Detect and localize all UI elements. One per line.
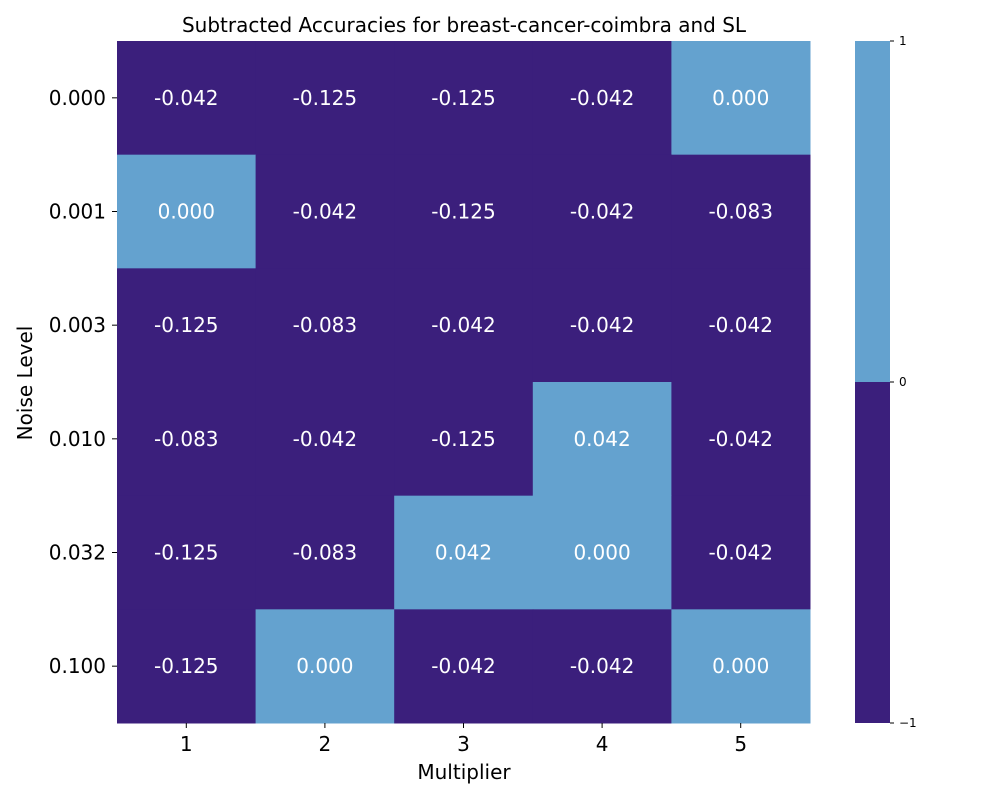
- y-tick-label: 0.003: [49, 313, 106, 337]
- heatmap-cell: [671, 382, 811, 497]
- y-tick-label: 0.001: [49, 200, 106, 224]
- heatmap-cell: [255, 609, 395, 724]
- x-tick-labels: 1 2 3 4 5: [180, 723, 747, 756]
- cell-value-label: 0.000: [296, 654, 353, 678]
- y-tick-labels: 0.000 0.001 0.003 0.010 0.032 0.100: [49, 86, 117, 678]
- colorbar-tick-label: 0: [899, 375, 907, 389]
- cell-value-label: -0.125: [431, 86, 495, 110]
- heatmap-cell: [532, 382, 672, 497]
- x-tick-label: 1: [180, 732, 193, 756]
- cell-value-label: 0.042: [573, 427, 630, 451]
- cell-value-label: 0.000: [573, 541, 630, 565]
- colorbar-segment-nonnegative: [855, 41, 890, 382]
- heatmap-cell: [394, 495, 534, 610]
- heatmap-cell: [255, 495, 395, 610]
- heatmap-cell: [532, 154, 672, 269]
- cell-value-label: -0.042: [708, 313, 772, 337]
- cell-value-label: -0.125: [293, 86, 357, 110]
- cell-value-label: 0.000: [712, 654, 769, 678]
- cell-value-label: -0.125: [154, 313, 218, 337]
- y-tick-label: 0.100: [49, 654, 106, 678]
- heatmap-cell: [671, 268, 811, 383]
- heatmap-cell: [255, 268, 395, 383]
- x-axis-label: Multiplier: [417, 760, 511, 784]
- heatmap-cell: [255, 154, 395, 269]
- heatmap-cell: [117, 41, 257, 156]
- heatmap-cell: [117, 154, 257, 269]
- cell-value-label: -0.042: [708, 541, 772, 565]
- cell-value-label: -0.083: [293, 541, 357, 565]
- cell-value-label: -0.042: [431, 313, 495, 337]
- x-tick-label: 2: [319, 732, 332, 756]
- heatmap-cell: [255, 382, 395, 497]
- cell-value-label: -0.042: [570, 86, 634, 110]
- heatmap-cell: [671, 495, 811, 610]
- heatmap-cell: [532, 268, 672, 383]
- x-tick-label: 4: [596, 732, 609, 756]
- cell-value-label: -0.042: [154, 86, 218, 110]
- chart-title: Subtracted Accuracies for breast-cancer-…: [182, 13, 747, 37]
- cell-value-label: -0.125: [431, 200, 495, 224]
- heatmap-cell: [394, 41, 534, 156]
- colorbar-tick-label: −1: [899, 716, 917, 730]
- heatmap-cell: [532, 495, 672, 610]
- heatmap-cell: [532, 609, 672, 724]
- y-tick-label: 0.000: [49, 86, 106, 110]
- cell-value-label: -0.083: [154, 427, 218, 451]
- heatmap-cell: [255, 41, 395, 156]
- cell-value-label: -0.042: [570, 200, 634, 224]
- y-tick-label: 0.032: [49, 541, 106, 565]
- cell-value-label: 0.000: [158, 200, 215, 224]
- cell-value-label: -0.042: [570, 654, 634, 678]
- heatmap-cell: [532, 41, 672, 156]
- heatmap-cell: [117, 268, 257, 383]
- heatmap-cell: [671, 41, 811, 156]
- cell-value-label: -0.125: [431, 427, 495, 451]
- cell-value-label: -0.125: [154, 654, 218, 678]
- heatmap-cell: [394, 609, 534, 724]
- colorbar-tick-label: 1: [899, 34, 907, 48]
- cell-value-label: -0.083: [708, 200, 772, 224]
- heatmap-cell: [671, 154, 811, 269]
- heatmap-cell: [117, 609, 257, 724]
- cell-value-label: 0.000: [712, 86, 769, 110]
- heatmap-cell: [394, 382, 534, 497]
- x-tick-label: 3: [457, 732, 470, 756]
- colorbar-segment-negative: [855, 382, 890, 723]
- y-axis-label: Noise Level: [13, 326, 37, 441]
- heatmap-cell: [394, 268, 534, 383]
- cell-value-label: -0.042: [708, 427, 772, 451]
- cell-value-label: -0.042: [293, 427, 357, 451]
- colorbar: 1 0 −1: [855, 34, 917, 730]
- heatmap-cell: [394, 154, 534, 269]
- cell-value-label: -0.125: [154, 541, 218, 565]
- heatmap-cell: [671, 609, 811, 724]
- cell-value-label: 0.042: [435, 541, 492, 565]
- x-tick-label: 5: [734, 732, 747, 756]
- cell-value-label: -0.042: [293, 200, 357, 224]
- cell-value-label: -0.042: [431, 654, 495, 678]
- y-tick-label: 0.010: [49, 427, 106, 451]
- cell-value-label: -0.083: [293, 313, 357, 337]
- heatmap-cells: -0.042 -0.125 -0.125 -0.042 0.000 0.000 -0.042…: [117, 41, 811, 724]
- cell-value-label: -0.042: [570, 313, 634, 337]
- heatmap-cell: [117, 495, 257, 610]
- heatmap-cell: [117, 382, 257, 497]
